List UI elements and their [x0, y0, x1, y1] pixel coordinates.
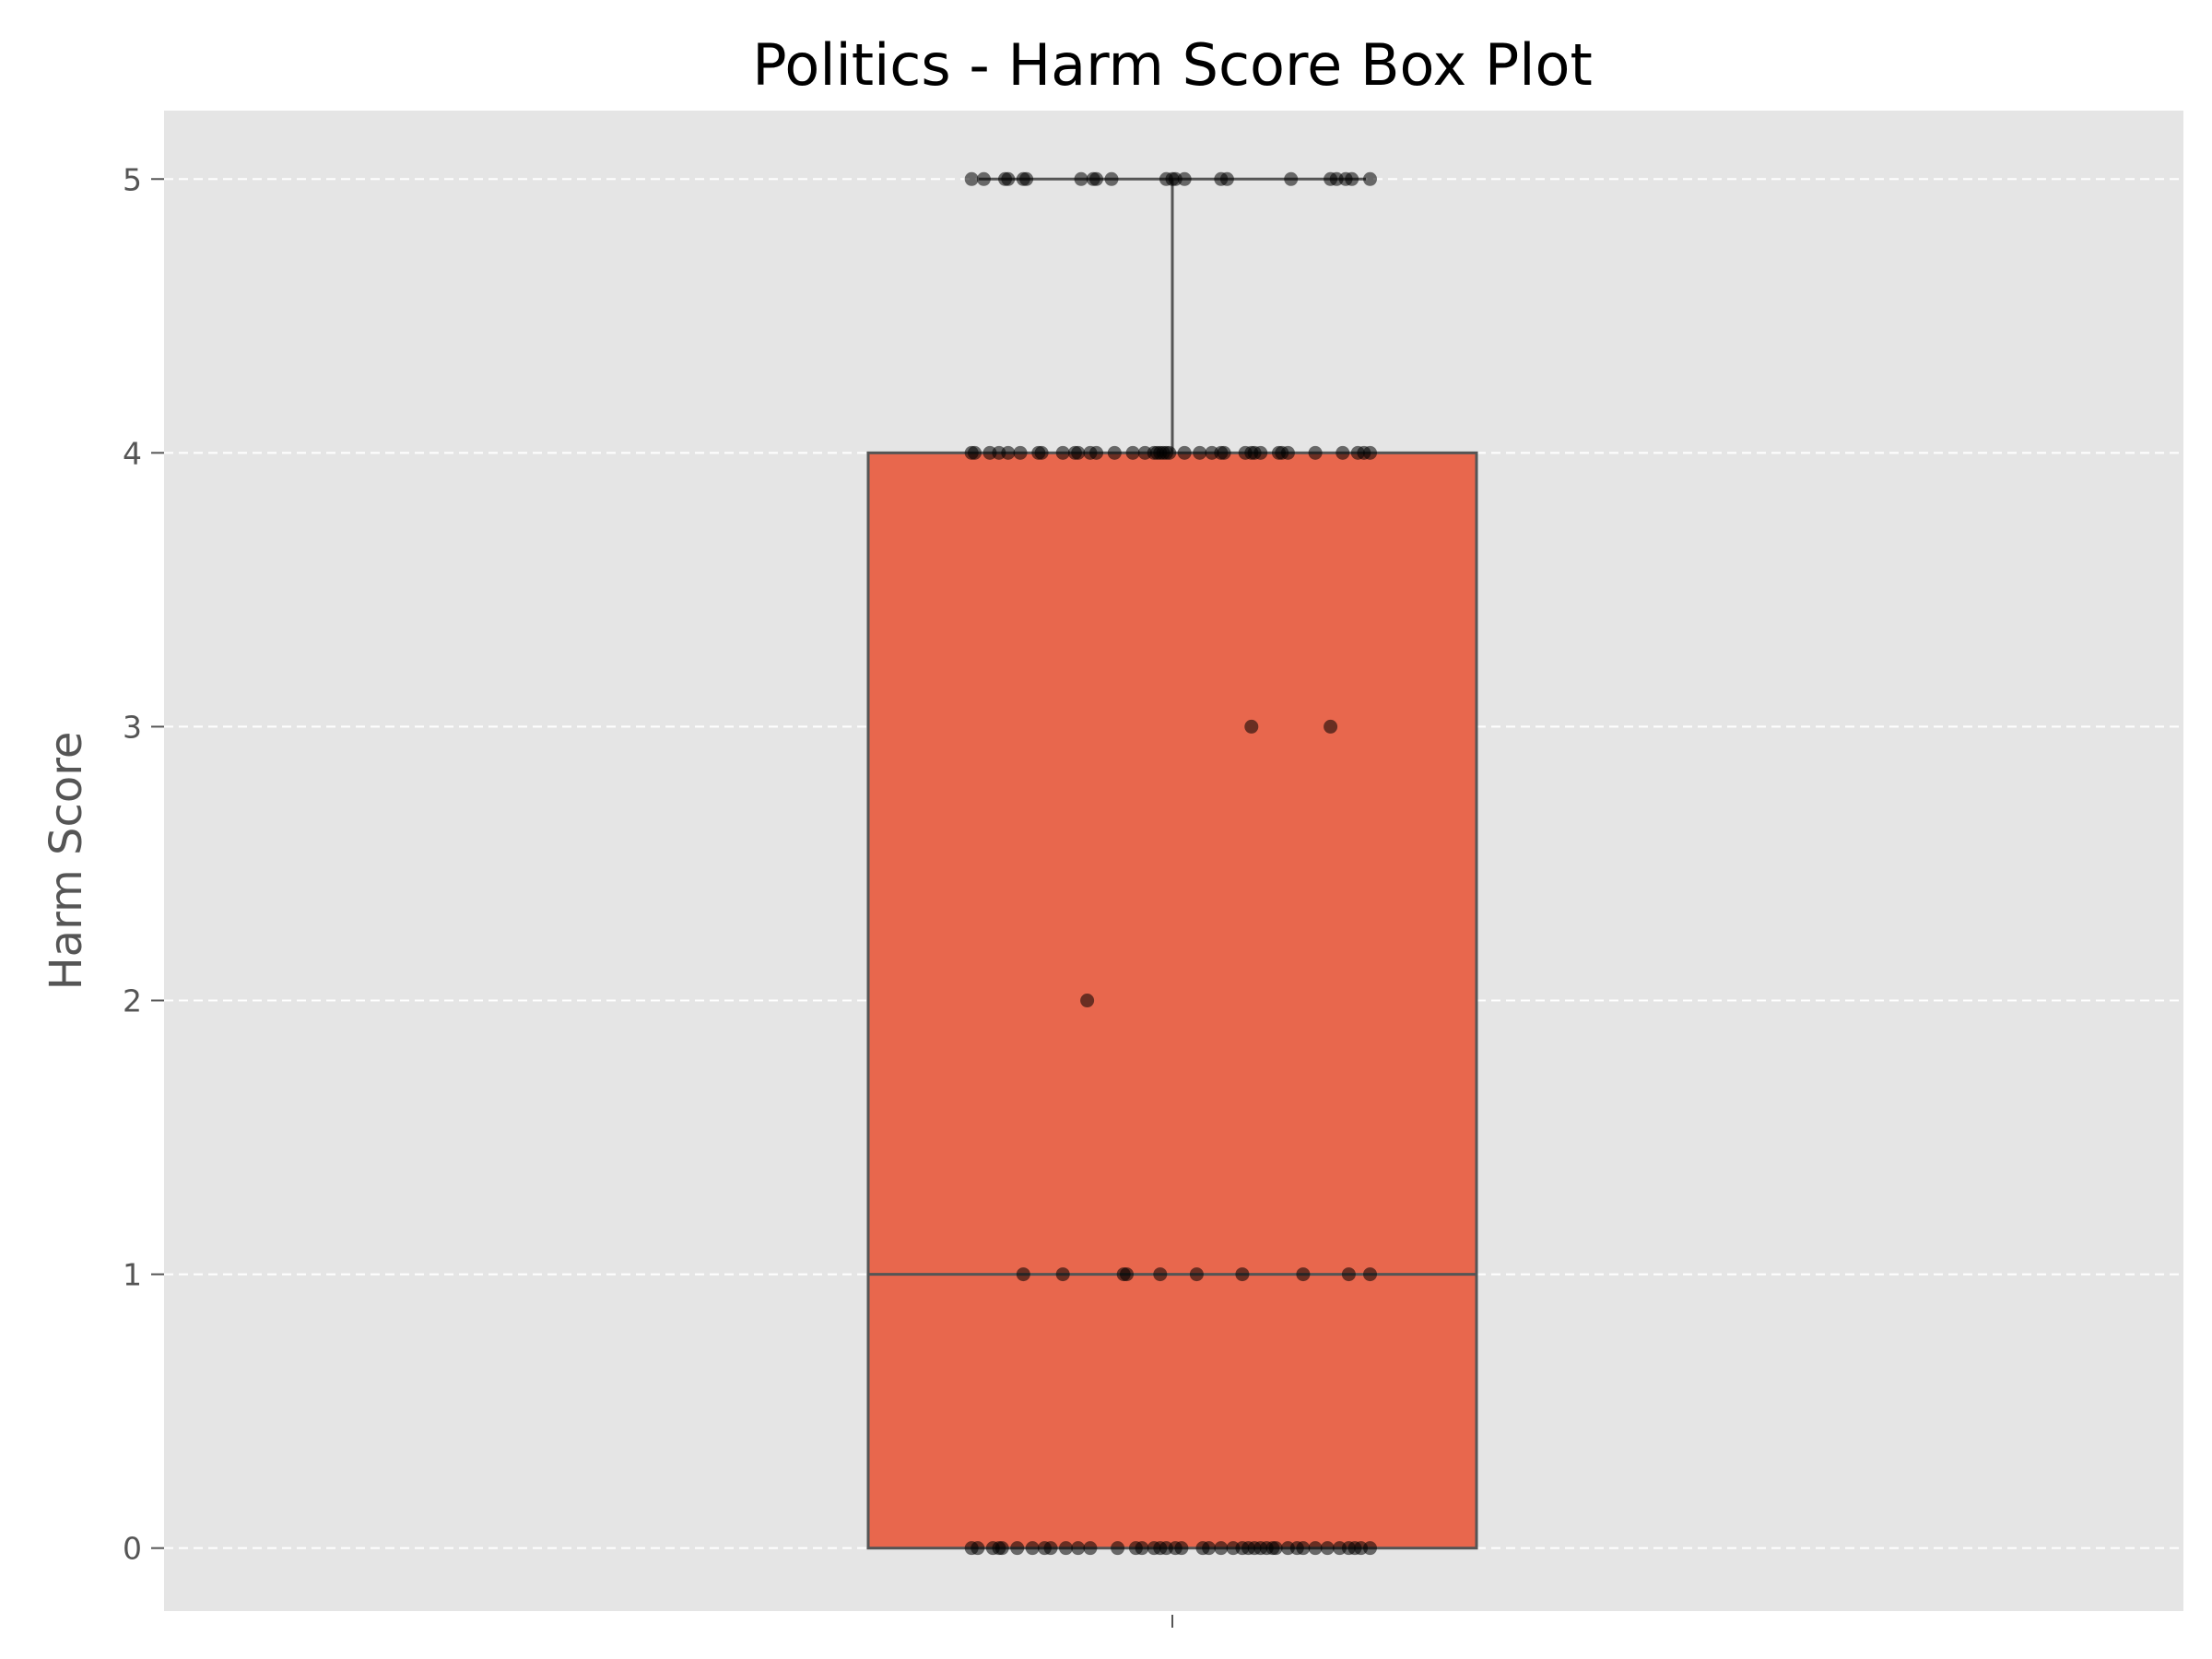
data-point: [1071, 445, 1086, 460]
data-point: [971, 1541, 985, 1556]
data-point: [1177, 171, 1192, 186]
data-point: [1219, 171, 1234, 186]
data-point: [1043, 1541, 1058, 1556]
data-point: [1177, 445, 1192, 460]
y-axis-label: Harm Score: [41, 732, 92, 991]
data-point: [1055, 445, 1070, 460]
data-point: [1235, 1267, 1250, 1282]
y-tick-label-4: 4: [123, 435, 142, 471]
data-point: [1345, 171, 1359, 186]
data-point: [1217, 445, 1231, 460]
data-point: [1104, 171, 1119, 186]
data-point: [1071, 1541, 1086, 1556]
data-point: [1059, 1541, 1073, 1556]
data-point: [964, 171, 979, 186]
data-point: [1308, 1541, 1323, 1556]
data-point: [1296, 1541, 1311, 1556]
data-point: [1308, 445, 1323, 460]
box-element: [866, 177, 1478, 1550]
data-point: [968, 445, 982, 460]
chart-title: Politics - Harm Score Box Plot: [752, 31, 1593, 99]
data-point: [1019, 171, 1034, 186]
data-point: [1363, 171, 1377, 186]
data-point: [1363, 1267, 1377, 1282]
y-axis-ticks: 0 1 2 3 4 5: [123, 161, 164, 1567]
data-point: [1296, 1267, 1311, 1282]
data-point: [976, 171, 991, 186]
data-point: [1001, 445, 1016, 460]
data-point: [1120, 1267, 1134, 1282]
data-point: [1001, 171, 1016, 186]
data-point: [1193, 445, 1207, 460]
data-point: [1111, 1541, 1125, 1556]
iqr-box: [866, 451, 1478, 1550]
data-point: [1125, 445, 1140, 460]
y-tick-label-5: 5: [123, 161, 142, 197]
data-point: [1214, 1541, 1229, 1556]
data-point: [1284, 171, 1299, 186]
data-point: [994, 1541, 1009, 1556]
data-point: [1153, 1267, 1168, 1282]
data-point: [1089, 171, 1103, 186]
data-point: [1253, 445, 1268, 460]
data-point: [1016, 1267, 1030, 1282]
y-tick-label-2: 2: [123, 983, 142, 1019]
data-point: [1135, 1541, 1149, 1556]
data-point: [1083, 1541, 1098, 1556]
data-point: [1010, 1541, 1025, 1556]
data-points: [964, 171, 1377, 1556]
data-point: [1280, 445, 1295, 460]
data-point: [1189, 1267, 1204, 1282]
data-point: [1335, 445, 1350, 460]
y-tick-label-3: 3: [123, 709, 142, 745]
data-point: [1074, 171, 1088, 186]
data-point: [1080, 994, 1095, 1008]
y-tick-label-0: 0: [123, 1531, 142, 1567]
data-point: [1025, 1541, 1040, 1556]
data-point: [1363, 1541, 1377, 1556]
data-point: [1202, 1541, 1217, 1556]
data-point: [1174, 1541, 1189, 1556]
data-point: [1320, 1541, 1335, 1556]
data-point: [1107, 445, 1122, 460]
data-point: [1324, 719, 1338, 734]
data-point: [1244, 719, 1259, 734]
data-point: [1034, 445, 1049, 460]
data-point: [1013, 445, 1028, 460]
data-point: [1363, 445, 1377, 460]
data-point: [1341, 1267, 1356, 1282]
data-point: [1162, 445, 1177, 460]
y-tick-label-1: 1: [123, 1257, 142, 1293]
data-point: [1055, 1267, 1070, 1282]
data-point: [1268, 1541, 1283, 1556]
data-point: [1089, 445, 1103, 460]
